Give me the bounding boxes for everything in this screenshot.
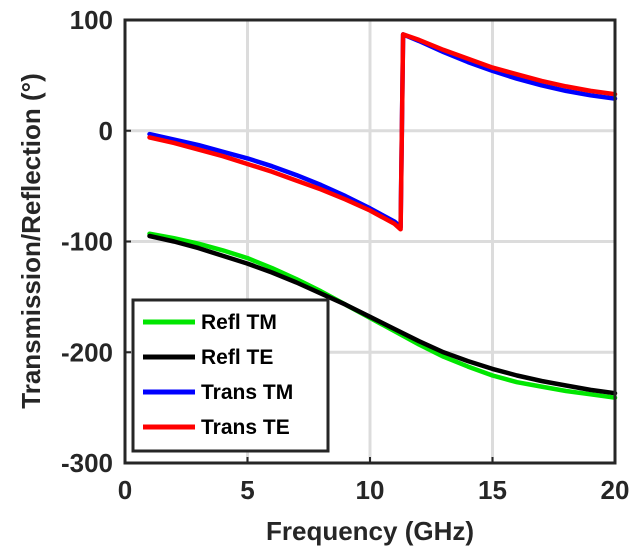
legend-label-0: Refl TM (201, 311, 277, 334)
legend-label-1: Refl TE (201, 346, 273, 369)
x-tick-label-4: 20 (601, 475, 630, 505)
x-tick-label-3: 15 (478, 475, 507, 505)
legend: Refl TM Refl TE Trans TM Trans TE (131, 298, 330, 453)
series-line-refl-te (147, 233, 618, 396)
series-lines (147, 32, 618, 400)
y-tick-label-0: -300 (61, 448, 113, 478)
x-tick-label-1: 5 (240, 475, 254, 505)
axis-ticks: 0 5 10 15 20 -300 -200 -100 0 100 (61, 5, 630, 505)
x-tick-label-2: 10 (356, 475, 385, 505)
y-tick-label-2: -100 (61, 227, 113, 257)
y-axis-label: Transmission/Reflection (°) (16, 73, 46, 408)
y-tick-label-3: 0 (99, 116, 113, 146)
x-tick-label-0: 0 (118, 475, 132, 505)
x-axis-label: Frequency (GHz) (266, 516, 474, 546)
y-tick-label-4: 100 (70, 5, 113, 35)
y-tick-label-1: -200 (61, 337, 113, 367)
legend-label-2: Trans TM (201, 381, 293, 404)
series-line-trans-te (147, 32, 618, 232)
legend-label-3: Trans TE (201, 416, 290, 439)
